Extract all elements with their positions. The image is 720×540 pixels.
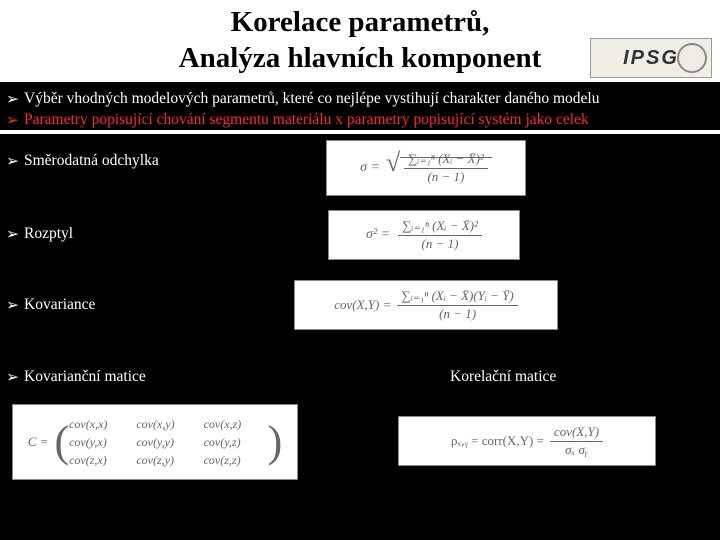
bullet-marker-icon: ➢ [6, 296, 24, 315]
formula-var-lhs: σ² = [366, 227, 390, 243]
bullet-2-text: Parametry popisující chování segmentu ma… [24, 111, 589, 130]
cmat-23: cov(y,z) [204, 434, 268, 451]
bullet-marker-icon: ➢ [6, 368, 24, 387]
item-variance: ➢ Rozptyl [6, 225, 73, 244]
ipsg-logo: IPSG [590, 38, 712, 78]
cmat-32: cov(z,y) [136, 452, 200, 469]
paren-left-icon: ( [54, 422, 69, 462]
cmat-21: cov(y,x) [69, 434, 133, 451]
item-covmatrix-label: Kovarianční matice [24, 368, 146, 387]
formula-cov-num: ∑ᵢ₌₁ⁿ (Xᵢ − X̄)(Yᵢ − Ȳ) [397, 289, 517, 305]
paren-right-icon: ) [268, 422, 283, 462]
formula-sigma-lhs: σ = [360, 160, 380, 176]
logo-circle-icon [677, 43, 707, 73]
formula-cmat-lhs: C = [28, 434, 49, 450]
cmat-12: cov(x,y) [136, 416, 200, 433]
divider [0, 130, 720, 134]
item-stddev-label: Směrodatná odchylka [24, 152, 159, 171]
item-covmatrix: ➢ Kovarianční matice [6, 368, 146, 387]
formula-cov-lhs: cov(X,Y) = [334, 297, 391, 313]
formula-corr-num: cov(X,Y) [550, 425, 603, 441]
slide: Korelace parametrů, Analýza hlavních kom… [0, 0, 720, 540]
formula-corr-den: σₓ σᵧ [565, 442, 588, 457]
item-stddev: ➢ Směrodatná odchylka [6, 152, 159, 171]
title-line1: Korelace parametrů, [231, 6, 490, 38]
bullet-1-text: Výběr vhodných modelových parametrů, kte… [24, 90, 599, 109]
cmat-11: cov(x,x) [69, 416, 133, 433]
formula-corr-lhs: ρₓ,ᵧ = corr(X,Y) = [451, 433, 544, 449]
bullet-marker-icon: ➢ [6, 111, 24, 130]
cmat-31: cov(z,x) [69, 452, 133, 469]
formula-var-den: (n − 1) [422, 236, 459, 251]
item-variance-label: Rozptyl [24, 225, 73, 244]
formula-covmatrix: C = ( cov(x,x) cov(x,y) cov(x,z) cov(y,x… [12, 404, 298, 480]
cmat-22: cov(y,y) [136, 434, 200, 451]
formula-var-num: ∑ᵢ₌₁ⁿ (Xᵢ − X̄)² [398, 219, 482, 235]
formula-sigma-den: (n − 1) [427, 169, 464, 184]
top-bullets: ➢ Výběr vhodných modelových parametrů, k… [0, 88, 720, 132]
bullet-2: ➢ Parametry popisující chování segmentu … [6, 111, 720, 130]
title-band: Korelace parametrů, Analýza hlavních kom… [0, 0, 720, 82]
bullet-marker-icon: ➢ [6, 225, 24, 244]
item-covariance-label: Kovariance [24, 296, 95, 315]
title-line2: Analýza hlavních komponent [179, 42, 542, 74]
cmat-33: cov(z,z) [204, 452, 268, 469]
formula-sigma-num: ∑ᵢ₌₁ⁿ (Xᵢ − X̄)² [404, 152, 488, 168]
formula-correlation: ρₓ,ᵧ = corr(X,Y) = cov(X,Y) σₓ σᵧ [398, 416, 656, 466]
item-covariance: ➢ Kovariance [6, 296, 95, 315]
formula-cov-den: (n − 1) [439, 306, 476, 321]
bullet-1: ➢ Výběr vhodných modelových parametrů, k… [6, 90, 720, 109]
sqrt-icon: ∑ᵢ₌₁ⁿ (Xᵢ − X̄)² (n − 1) [390, 152, 492, 184]
formula-stddev: σ = ∑ᵢ₌₁ⁿ (Xᵢ − X̄)² (n − 1) [326, 140, 526, 196]
formula-variance: σ² = ∑ᵢ₌₁ⁿ (Xᵢ − X̄)² (n − 1) [328, 210, 520, 260]
cmat-13: cov(x,z) [204, 416, 268, 433]
formula-covariance: cov(X,Y) = ∑ᵢ₌₁ⁿ (Xᵢ − X̄)(Yᵢ − Ȳ) (n − … [294, 280, 558, 330]
item-corrmatrix-label: Korelační matice [450, 368, 556, 385]
bullet-marker-icon: ➢ [6, 90, 24, 109]
item-corrmatrix: Korelační matice [450, 368, 556, 386]
bullet-marker-icon: ➢ [6, 152, 24, 171]
logo-text: IPSG [623, 47, 679, 70]
